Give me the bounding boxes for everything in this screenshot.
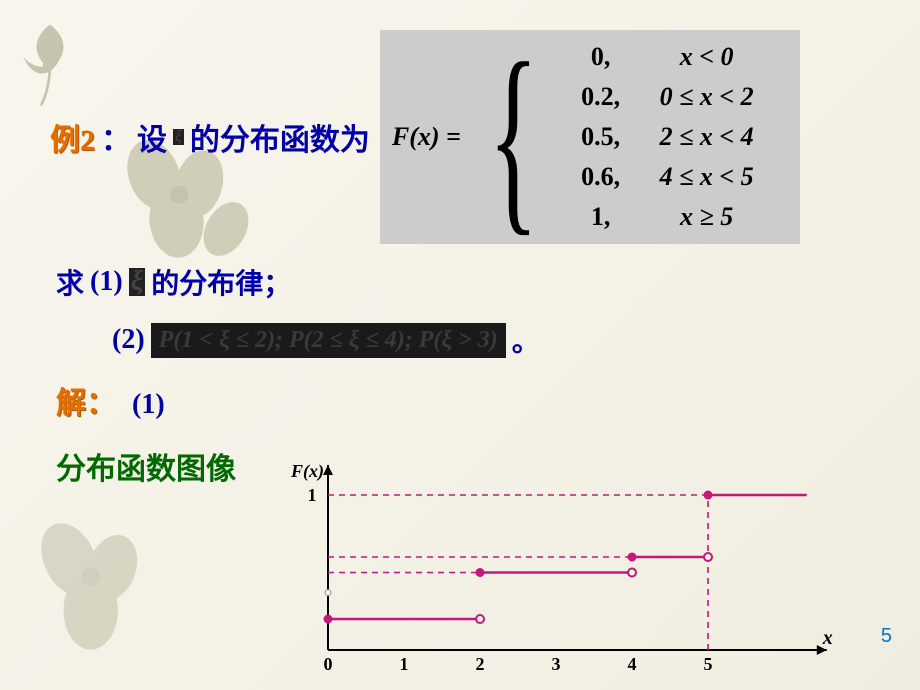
problem-statement-row: 例2 ： 设 ξ 的分布函数为 F(x) = { 0,x < 0 0.2,0 ≤… [50, 30, 880, 244]
pw-row-1: 0.2,0 ≤ x < 2 [570, 82, 782, 112]
pw-cond-0: x < 0 [632, 42, 782, 72]
svg-text:x: x [822, 627, 833, 649]
step-function-chart: F(x) x 0 1 2 3 4 5 1 [280, 460, 880, 680]
pw-cond-4: x ≥ 5 [632, 202, 782, 232]
left-brace: { [488, 43, 538, 232]
text-she: 设 [137, 115, 167, 159]
q1-text: 的分布律； [151, 262, 291, 302]
piecewise-rows: 0,x < 0 0.2,0 ≤ x < 2 0.5,2 ≤ x < 4 0.6,… [570, 42, 782, 232]
pw-val-0: 0, [570, 42, 632, 72]
prob-expressions: P(1 < ξ ≤ 2); P(2 ≤ ξ ≤ 4); P(ξ > 3) [151, 323, 506, 358]
answer-part-1: (1) [132, 389, 165, 420]
svg-text:5: 5 [704, 654, 713, 674]
q1-num: (1) [90, 266, 123, 298]
slide-content: 例2 ： 设 ξ 的分布函数为 F(x) = { 0,x < 0 0.2,0 ≤… [0, 0, 920, 508]
svg-text:1: 1 [308, 485, 317, 505]
pw-val-1: 0.2, [570, 82, 632, 112]
period: 。 [512, 320, 540, 360]
text-dist-func: 的分布函数为 [190, 115, 370, 159]
piecewise-definition: F(x) = { 0,x < 0 0.2,0 ≤ x < 2 0.5,2 ≤ x… [380, 30, 800, 244]
svg-text:1: 1 [400, 654, 409, 674]
answer-line: 解： (1) [50, 360, 880, 422]
pw-row-0: 0,x < 0 [570, 42, 782, 72]
chart-svg: F(x) x 0 1 2 3 4 5 1 [280, 460, 880, 680]
svg-text:4: 4 [628, 654, 637, 674]
pw-cond-3: 4 ≤ x < 5 [632, 162, 782, 192]
question-1: 求 (1) ξ 的分布律； [56, 262, 880, 302]
svg-text:3: 3 [552, 654, 561, 674]
page-number: 5 [881, 625, 892, 648]
answer-label: 解： [56, 378, 116, 422]
svg-text:2: 2 [476, 654, 485, 674]
pw-cond-1: 0 ≤ x < 2 [632, 82, 782, 112]
colon: ： [101, 115, 131, 159]
fx-equals: F(x) = [392, 122, 461, 152]
xi-symbol-1: ξ [173, 129, 184, 145]
pw-val-4: 1, [570, 202, 632, 232]
pw-val-2: 0.5, [570, 122, 632, 152]
pw-val-3: 0.6, [570, 162, 632, 192]
svg-text:F(x): F(x) [290, 461, 324, 482]
pw-row-3: 0.6,4 ≤ x < 5 [570, 162, 782, 192]
pw-cond-2: 2 ≤ x < 4 [632, 122, 782, 152]
pw-row-4: 1,x ≥ 5 [570, 202, 782, 232]
svg-text:0: 0 [324, 654, 333, 674]
q2-num: (2) [112, 324, 145, 356]
pw-row-2: 0.5,2 ≤ x < 4 [570, 122, 782, 152]
q-prefix: 求 [56, 262, 84, 302]
question-2: (2) P(1 < ξ ≤ 2); P(2 ≤ ξ ≤ 4); P(ξ > 3)… [112, 320, 880, 360]
xi-symbol-2: ξ [129, 268, 146, 296]
example-label: 例2 [50, 115, 95, 159]
